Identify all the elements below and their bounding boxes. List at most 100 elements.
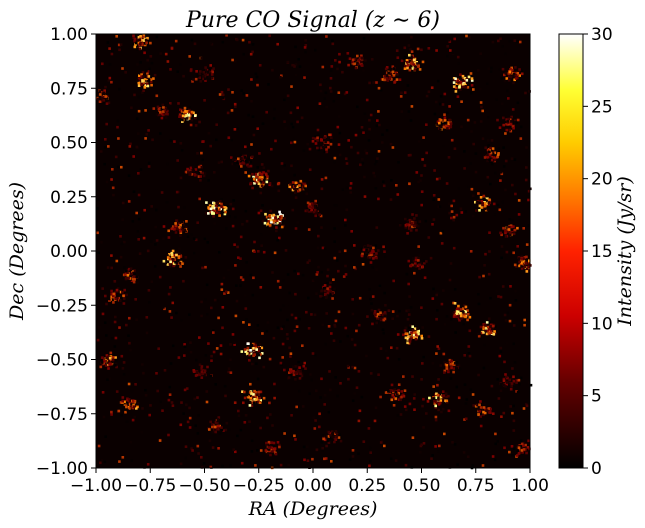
heatmap-pixel — [244, 171, 247, 174]
heatmap-pixel — [121, 355, 124, 358]
heatmap-pixel — [446, 112, 449, 115]
heatmap-pixel — [98, 326, 101, 329]
heatmap-pixel — [320, 90, 323, 93]
heatmap-pixel — [204, 77, 207, 80]
heatmap-pixel — [411, 213, 414, 216]
heatmap-pixel — [236, 161, 239, 164]
heatmap-pixel — [319, 102, 322, 105]
heatmap-pixel — [162, 306, 165, 309]
heatmap-pixel — [477, 333, 480, 336]
heatmap-pixel — [268, 215, 271, 218]
heatmap-pixel — [234, 60, 237, 63]
heatmap-pixel — [375, 81, 378, 84]
heatmap-pixel — [516, 449, 519, 452]
heatmap-pixel — [490, 332, 493, 335]
heatmap-pixel — [198, 198, 201, 201]
heatmap-pixel — [422, 398, 425, 401]
heatmap-pixel — [406, 232, 409, 235]
heatmap-pixel — [520, 377, 523, 380]
heatmap-pixel — [442, 390, 445, 393]
heatmap-pixel — [244, 156, 247, 159]
heatmap-pixel — [126, 420, 129, 423]
heatmap-pixel — [175, 219, 178, 222]
heatmap-pixel — [353, 392, 356, 395]
heatmap-pixel — [463, 167, 466, 170]
heatmap-pixel — [512, 252, 515, 255]
heatmap-pixel — [506, 90, 509, 93]
heatmap-pixel — [511, 454, 514, 457]
heatmap-pixel — [142, 372, 145, 375]
heatmap-pixel — [111, 337, 114, 340]
heatmap-pixel — [97, 339, 100, 342]
heatmap-pixel — [208, 76, 211, 79]
heatmap-pixel — [200, 315, 203, 318]
heatmap-pixel — [198, 166, 201, 169]
heatmap-pixel — [342, 188, 345, 191]
heatmap-pixel — [500, 257, 503, 260]
heatmap-pixel — [280, 362, 283, 365]
heatmap-pixel — [314, 278, 317, 281]
heatmap-pixel — [154, 265, 157, 268]
heatmap-pixel — [408, 44, 411, 47]
heatmap-pixel — [404, 218, 407, 221]
heatmap-pixel — [110, 254, 113, 257]
heatmap-pixel — [467, 186, 470, 189]
heatmap-pixel — [317, 247, 320, 250]
heatmap-pixel — [135, 318, 138, 321]
heatmap-pixel — [121, 67, 124, 70]
heatmap-pixel — [384, 311, 387, 314]
heatmap-pixel — [101, 97, 104, 100]
heatmap-pixel — [428, 47, 431, 50]
heatmap-pixel — [453, 85, 456, 88]
heatmap-pixel — [470, 250, 473, 253]
heatmap-pixel — [253, 178, 256, 181]
heatmap-pixel — [120, 414, 123, 417]
heatmap-pixel — [110, 413, 113, 416]
heatmap-pixel — [267, 321, 270, 324]
heatmap-pixel — [514, 66, 517, 69]
heatmap-pixel — [379, 285, 382, 288]
heatmap-pixel — [446, 367, 449, 370]
heatmap-pixel — [257, 179, 260, 182]
heatmap-pixel — [294, 141, 297, 144]
heatmap-pixel — [214, 431, 217, 434]
heatmap-pixel — [506, 77, 509, 80]
heatmap-pixel — [209, 64, 212, 67]
heatmap-pixel — [197, 275, 200, 278]
heatmap-pixel — [137, 96, 140, 99]
heatmap-pixel — [333, 100, 336, 103]
heatmap-pixel — [330, 460, 333, 463]
heatmap-pixel — [279, 286, 282, 289]
heatmap-pixel — [213, 171, 216, 174]
heatmap-pixel — [177, 102, 180, 105]
heatmap-pixel — [258, 182, 261, 185]
heatmap-pixel — [497, 147, 500, 150]
heatmap-pixel — [400, 390, 403, 393]
heatmap-pixel — [324, 290, 327, 293]
heatmap-pixel — [518, 452, 521, 455]
heatmap-pixel — [204, 172, 207, 175]
heatmap-pixel — [151, 62, 154, 65]
heatmap-pixel — [124, 411, 127, 414]
heatmap-pixel — [338, 311, 341, 314]
heatmap-pixel — [511, 219, 514, 222]
heatmap-pixel — [465, 402, 468, 405]
heatmap-pixel — [255, 175, 258, 178]
heatmap-pixel — [190, 351, 193, 354]
heatmap-pixel — [162, 104, 165, 107]
heatmap-pixel — [349, 458, 352, 461]
heatmap-pixel — [96, 232, 99, 235]
heatmap-pixel — [339, 382, 342, 385]
heatmap-pixel — [195, 70, 198, 73]
heatmap-pixel — [97, 251, 100, 254]
heatmap-pixel — [240, 165, 243, 168]
heatmap-pixel — [204, 238, 207, 241]
heatmap-pixel — [229, 215, 232, 218]
heatmap-pixel — [335, 438, 338, 441]
heatmap-pixel — [148, 79, 151, 82]
heatmap-pixel — [201, 140, 204, 143]
heatmap-pixel — [325, 445, 328, 448]
heatmap-pixel — [478, 303, 481, 306]
heatmap-pixel — [208, 428, 211, 431]
heatmap-pixel — [456, 214, 459, 217]
